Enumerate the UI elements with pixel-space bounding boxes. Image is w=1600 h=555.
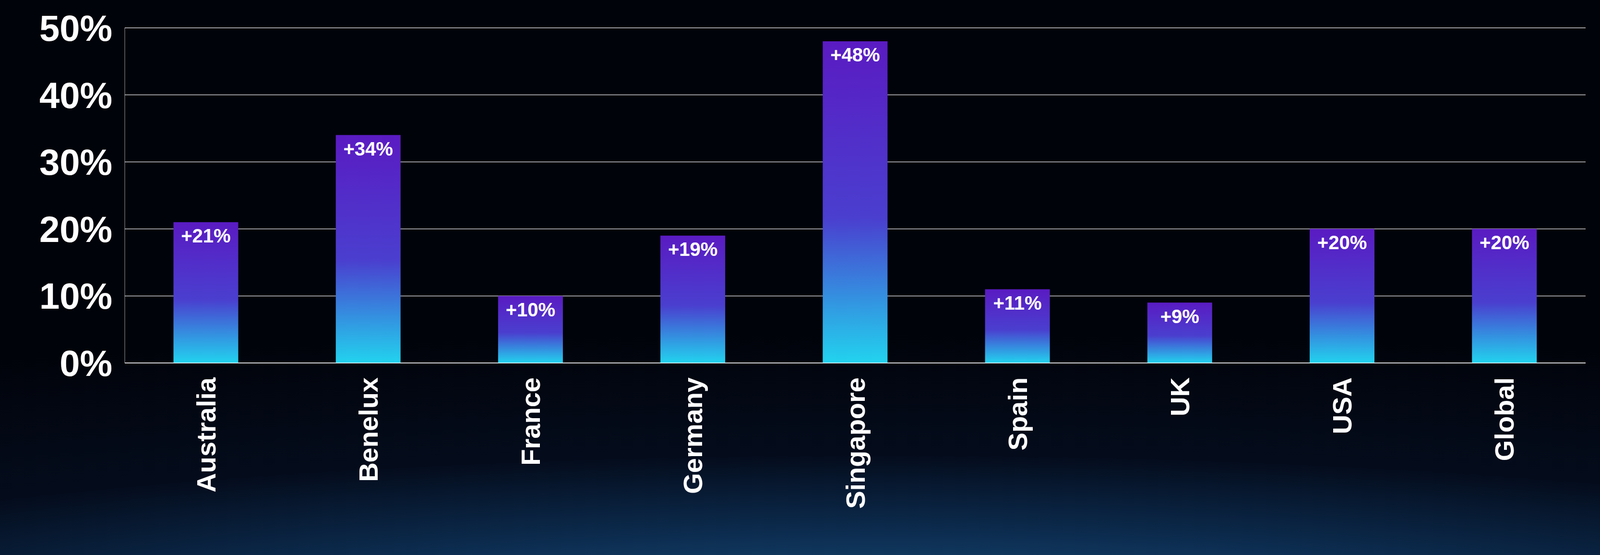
svg-text:Benelux: Benelux [353,377,384,482]
svg-text:Singapore: Singapore [840,377,871,509]
svg-text:+20%: +20% [1317,231,1367,253]
svg-text:10%: 10% [39,275,113,317]
svg-text:+9%: +9% [1160,305,1200,327]
svg-text:+34%: +34% [343,138,393,160]
svg-text:Global: Global [1489,377,1520,461]
svg-text:+48%: +48% [830,44,880,66]
svg-text:+20%: +20% [1479,231,1529,253]
svg-text:40%: 40% [39,74,113,116]
svg-text:Australia: Australia [191,376,222,492]
svg-text:30%: 30% [39,141,113,183]
svg-text:20%: 20% [39,208,113,250]
svg-text:+10%: +10% [505,298,556,321]
svg-text:Spain: Spain [1002,377,1033,451]
svg-text:+19%: +19% [668,238,718,260]
svg-text:USA: USA [1326,377,1358,434]
svg-text:+11%: +11% [992,292,1042,314]
svg-text:UK: UK [1164,377,1195,417]
svg-text:0%: 0% [59,342,113,384]
svg-text:Germany: Germany [677,377,708,494]
svg-text:France: France [515,377,546,466]
svg-text:50%: 50% [39,7,113,49]
svg-text:+21%: +21% [180,225,231,247]
